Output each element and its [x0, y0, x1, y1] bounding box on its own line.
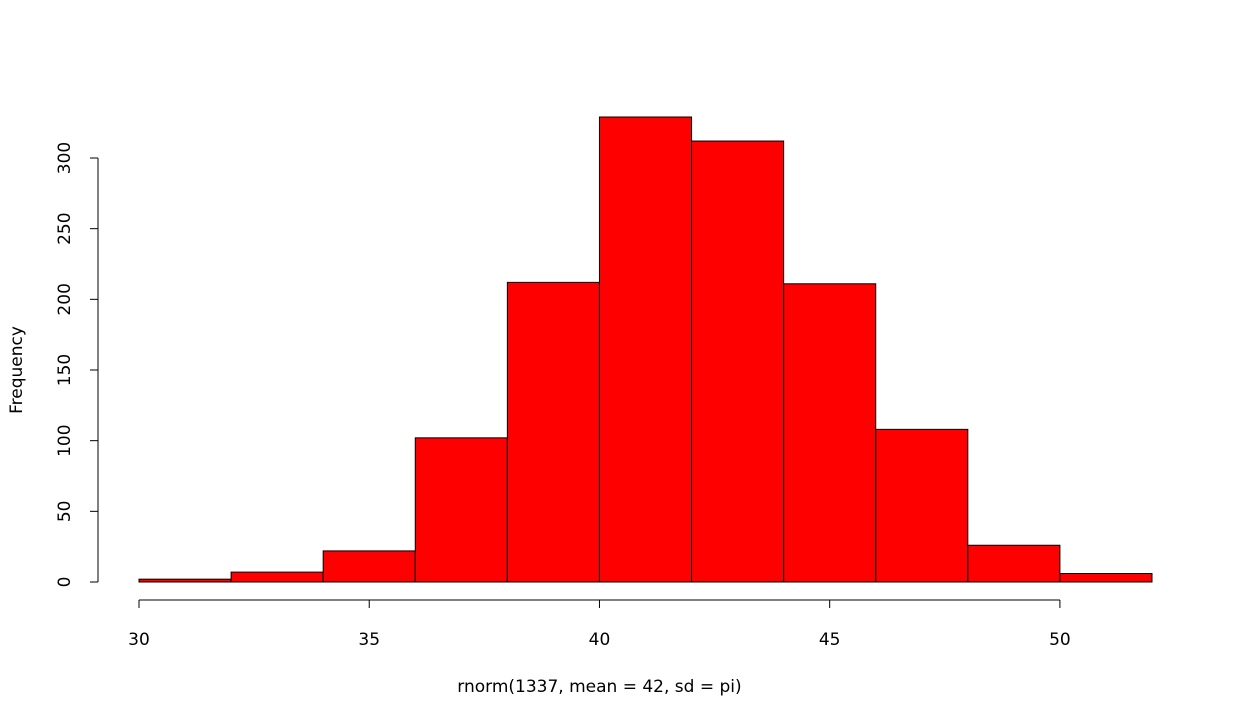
y-tick-label: 300	[55, 142, 75, 174]
x-axis-label: rnorm(1337, mean = 42, sd = pi)	[457, 677, 741, 697]
x-tick-label: 30	[128, 630, 150, 650]
y-tick-label: 100	[55, 424, 75, 456]
y-axis: 0 50 100 150 200 250 300	[55, 142, 99, 588]
y-axis-label: Frequency	[7, 326, 27, 414]
histogram-bar	[414, 437, 508, 583]
histogram-bar	[598, 116, 693, 583]
y-tick-label: 50	[55, 501, 75, 523]
histogram-bar	[967, 544, 1061, 583]
x-tick-label: 45	[819, 630, 841, 650]
histogram-bar	[506, 281, 600, 583]
x-tick-label: 40	[589, 630, 611, 650]
histogram-bar	[230, 571, 324, 583]
histogram-bars	[138, 116, 1153, 583]
y-tick-label: 0	[55, 577, 75, 588]
x-tick-label: 50	[1049, 630, 1071, 650]
histogram-bar	[783, 283, 877, 583]
histogram-bar	[691, 140, 785, 583]
histogram-bar	[138, 578, 232, 583]
x-axis: 30 35 40 45 50	[128, 599, 1071, 650]
y-tick-label: 150	[55, 354, 75, 386]
histogram-bar	[875, 428, 969, 583]
y-tick-label: 250	[55, 212, 75, 244]
histogram-bar	[1059, 573, 1153, 583]
histogram-bar	[322, 550, 416, 583]
y-tick-label: 200	[55, 283, 75, 315]
x-tick-label: 35	[358, 630, 380, 650]
